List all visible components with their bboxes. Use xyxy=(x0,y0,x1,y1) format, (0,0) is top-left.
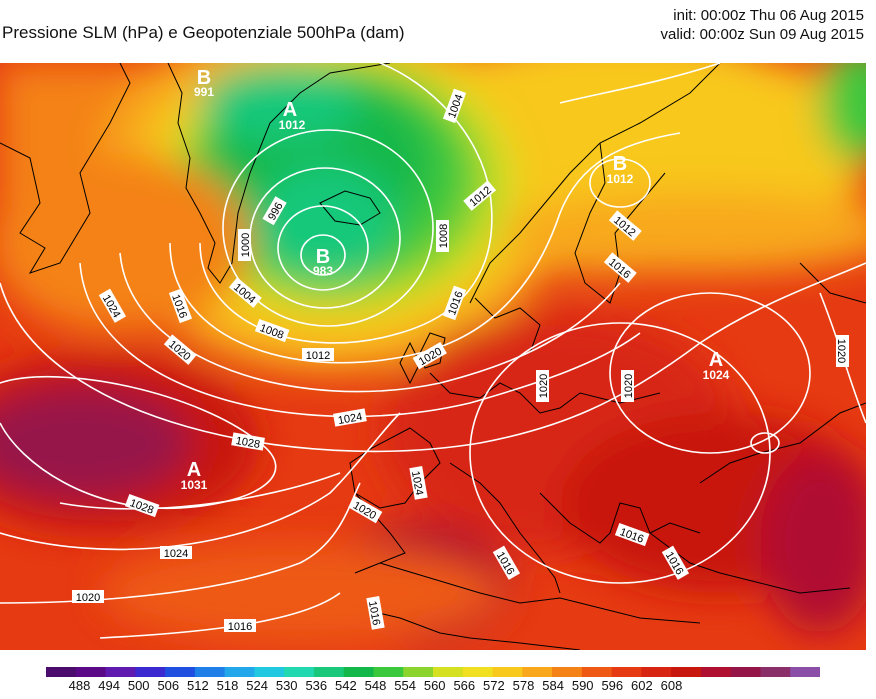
colorbar-swatch xyxy=(313,667,345,677)
isobar-label: 1020 xyxy=(835,339,847,363)
high-center-greenland: A 1012 xyxy=(279,99,306,132)
colorbar-tick-label: 608 xyxy=(660,678,683,693)
colorbar-swatch xyxy=(403,667,434,677)
low-center-iceland: B 983 xyxy=(313,246,333,278)
pressure-centers: B 983 A 1012 B 991 B 1012 A 1024 A 1031 xyxy=(181,67,730,492)
svg-text:1024: 1024 xyxy=(703,368,730,382)
colorbar-swatch xyxy=(373,667,404,677)
colorbar-tick-label: 590 xyxy=(571,678,594,693)
colorbar-swatch xyxy=(135,667,166,677)
colorbar-tick-label: 512 xyxy=(187,678,209,693)
colorbar-swatch xyxy=(224,667,255,677)
colorbar-tick-label: 542 xyxy=(335,678,357,693)
colorbar-swatch xyxy=(671,667,702,677)
colorbar-swatch xyxy=(284,667,315,677)
weather-map: 996 1000 1004 1004 1008 1008 1012 1012 1… xyxy=(0,63,866,650)
colorbar-swatch xyxy=(730,667,761,677)
colorbar-tick-label: 494 xyxy=(98,678,120,693)
colorbar-swatch xyxy=(254,667,285,677)
colorbar-swatch xyxy=(552,667,583,677)
colorbar-swatch xyxy=(433,667,464,677)
colorbar-swatch xyxy=(790,667,820,677)
svg-text:B: B xyxy=(316,246,330,268)
colorbar-swatch xyxy=(194,667,226,677)
colorbar-tick-label: 596 xyxy=(601,678,624,693)
colorbar-swatch xyxy=(492,667,523,677)
svg-text:B: B xyxy=(613,153,627,175)
isobar-label: 1024 xyxy=(337,411,363,427)
init-time: init: 00:00z Thu 06 Aug 2015 xyxy=(673,7,864,24)
colorbar-swatch xyxy=(165,667,196,677)
isobars xyxy=(0,63,866,639)
isobar-label: 1000 xyxy=(240,233,252,257)
colorbar-swatch xyxy=(75,667,107,677)
isobar-label: 1020 xyxy=(538,374,550,398)
valid-time: valid: 00:00z Sun 09 Aug 2015 xyxy=(660,26,865,43)
isobar-label: 1024 xyxy=(409,470,425,496)
colorbar-swatch xyxy=(343,667,374,677)
colorbar-tick-label: 560 xyxy=(423,678,446,693)
colorbar-tick-label: 518 xyxy=(216,678,239,693)
svg-text:A: A xyxy=(709,349,723,371)
colorbar-swatch xyxy=(522,667,553,677)
colorbar-swatch xyxy=(700,667,732,677)
isobar-label: 1016 xyxy=(228,621,252,633)
colorbar-tick-label: 584 xyxy=(542,678,564,693)
colorbar-tick-label: 506 xyxy=(157,678,180,693)
colorbar-tick-label: 488 xyxy=(68,678,91,693)
svg-text:1012: 1012 xyxy=(279,118,306,132)
colorbar-tick-label: 500 xyxy=(127,678,150,693)
svg-text:1031: 1031 xyxy=(181,478,208,492)
isobar-label: 1016 xyxy=(366,600,382,626)
colorbar-tick-label: 548 xyxy=(364,678,387,693)
colorbar-ticks: 488 494 500 506 512 518 524 530 536 542 548 554 560 5… xyxy=(46,678,820,696)
colorbar-tick-label: 578 xyxy=(512,678,535,693)
colorbar-swatch xyxy=(46,667,77,677)
colorbar-tick-label: 566 xyxy=(453,678,476,693)
isobar-label: 1012 xyxy=(306,350,330,362)
svg-text:983: 983 xyxy=(313,264,333,278)
colorbar-swatch xyxy=(760,667,791,677)
colorbar xyxy=(46,667,820,677)
low-center-greenland-north: B 991 xyxy=(194,67,214,99)
isobar-label: 1008 xyxy=(438,224,450,248)
colorbar-swatch xyxy=(641,667,672,677)
colorbar-swatch xyxy=(581,667,613,677)
low-center-scandinavia: B 1012 xyxy=(607,153,634,186)
high-center-azores: A 1031 xyxy=(181,459,208,492)
svg-text:1012: 1012 xyxy=(607,172,634,186)
geopotential-field xyxy=(0,63,866,650)
svg-text:B: B xyxy=(197,67,211,89)
colorbar-tick-label: 602 xyxy=(631,678,653,693)
colorbar-tick-label: 524 xyxy=(246,678,268,693)
colorbar-swatch xyxy=(105,667,136,677)
colorbar-tick-label: 536 xyxy=(305,678,328,693)
isobar-label: 1024 xyxy=(164,548,188,560)
svg-text:A: A xyxy=(283,99,297,121)
colorbar-tick-label: 572 xyxy=(483,678,505,693)
colorbar-tick-label: 530 xyxy=(275,678,298,693)
run-info: init: 00:00z Thu 06 Aug 2015 valid: 00:0… xyxy=(661,6,865,44)
high-center-east-europe: A 1024 xyxy=(703,349,730,382)
isobar-label: 1028 xyxy=(235,435,261,451)
isobar-label: 1020 xyxy=(623,374,635,398)
isobar-label: 1020 xyxy=(76,592,100,604)
colorbar-swatch xyxy=(611,667,642,677)
coastlines xyxy=(0,63,866,650)
svg-text:A: A xyxy=(187,459,201,481)
svg-text:991: 991 xyxy=(194,85,214,99)
colorbar-tick-label: 554 xyxy=(394,678,416,693)
colorbar-swatch xyxy=(462,667,494,677)
chart-title: Pressione SLM (hPa) e Geopotenziale 500h… xyxy=(2,23,405,42)
